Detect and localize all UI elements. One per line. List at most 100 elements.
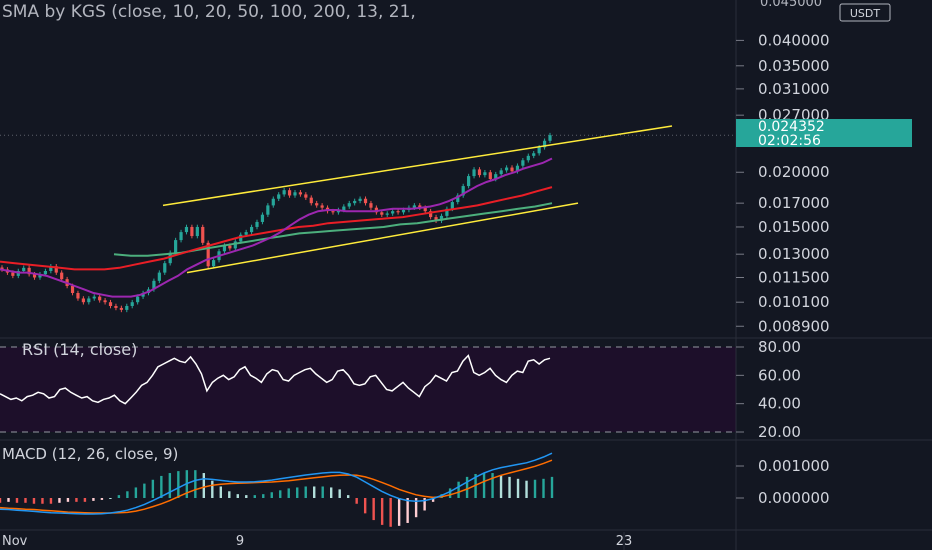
candle-body[interactable] bbox=[537, 147, 541, 154]
candle-body[interactable] bbox=[342, 206, 346, 210]
rsi-line[interactable] bbox=[0, 354, 551, 405]
signal-line[interactable] bbox=[0, 459, 553, 514]
candle-body[interactable] bbox=[510, 167, 514, 172]
candle-body[interactable] bbox=[163, 263, 167, 273]
candle-body[interactable] bbox=[353, 200, 357, 204]
candle-body[interactable] bbox=[477, 169, 482, 176]
candle-body[interactable] bbox=[190, 226, 194, 237]
candle-body[interactable] bbox=[38, 274, 42, 278]
candle-body[interactable] bbox=[255, 221, 259, 227]
candle-body[interactable] bbox=[499, 170, 503, 175]
candle-body[interactable] bbox=[315, 203, 319, 206]
candle-body[interactable] bbox=[412, 205, 416, 208]
candle-body[interactable] bbox=[70, 285, 75, 294]
candle-body[interactable] bbox=[125, 305, 129, 310]
candle-body[interactable] bbox=[0, 267, 4, 270]
candle-body[interactable] bbox=[494, 174, 498, 180]
candle-body[interactable] bbox=[54, 266, 58, 273]
candle-body[interactable] bbox=[532, 153, 536, 156]
candle-body[interactable] bbox=[27, 267, 31, 275]
candle-body[interactable] bbox=[298, 192, 303, 195]
candle-body[interactable] bbox=[358, 198, 362, 201]
candle-body[interactable] bbox=[439, 215, 444, 221]
macd-line[interactable] bbox=[0, 452, 553, 515]
rsi-pane[interactable] bbox=[0, 346, 736, 433]
candle-body[interactable] bbox=[22, 267, 26, 272]
candle-body[interactable] bbox=[222, 245, 227, 252]
candle-body[interactable] bbox=[287, 190, 292, 196]
candle-body[interactable] bbox=[542, 140, 547, 148]
candle-body[interactable] bbox=[92, 296, 96, 299]
candle-body[interactable] bbox=[293, 192, 297, 196]
candle-body[interactable] bbox=[277, 194, 281, 199]
candle-body[interactable] bbox=[249, 226, 254, 233]
candle-body[interactable] bbox=[130, 302, 134, 306]
macd-label[interactable]: MACD (12, 26, close, 9) bbox=[2, 445, 178, 463]
candle-body[interactable] bbox=[201, 226, 205, 243]
candle-body[interactable] bbox=[380, 212, 384, 215]
candle-body[interactable] bbox=[483, 172, 487, 176]
candle-body[interactable] bbox=[467, 176, 471, 187]
candle-body[interactable] bbox=[309, 197, 313, 204]
candle-body[interactable] bbox=[331, 211, 335, 213]
price-pane[interactable] bbox=[0, 125, 736, 313]
candle-body[interactable] bbox=[119, 307, 123, 310]
candle-body[interactable] bbox=[434, 217, 438, 221]
candle-body[interactable] bbox=[461, 186, 465, 196]
candle-body[interactable] bbox=[282, 190, 286, 195]
candle-body[interactable] bbox=[548, 135, 552, 141]
candle-body[interactable] bbox=[260, 214, 265, 222]
sma-mid-line[interactable] bbox=[0, 186, 553, 271]
candle-body[interactable] bbox=[239, 234, 243, 242]
candle-body[interactable] bbox=[108, 302, 113, 306]
candle-body[interactable] bbox=[179, 232, 183, 241]
candle-body[interactable] bbox=[206, 242, 210, 267]
candle-body[interactable] bbox=[320, 205, 324, 208]
candle-body[interactable] bbox=[391, 211, 395, 214]
candle-body[interactable] bbox=[304, 194, 308, 198]
candle-body[interactable] bbox=[369, 203, 373, 208]
candle-body[interactable] bbox=[423, 207, 427, 212]
channel-upper-line[interactable] bbox=[162, 125, 673, 207]
candle-body[interactable] bbox=[81, 298, 85, 303]
candle-body[interactable] bbox=[103, 300, 107, 303]
candle-body[interactable] bbox=[521, 160, 525, 166]
candle-body[interactable] bbox=[195, 226, 199, 237]
candle-body[interactable] bbox=[152, 280, 156, 290]
candle-body[interactable] bbox=[418, 205, 422, 208]
sma-fast-line[interactable] bbox=[0, 157, 553, 298]
candle-body[interactable] bbox=[98, 296, 102, 301]
candle-body[interactable] bbox=[87, 298, 91, 303]
rsi-label[interactable]: RSI (14, close) bbox=[22, 340, 137, 359]
candle-body[interactable] bbox=[347, 203, 351, 207]
candle-body[interactable] bbox=[174, 240, 178, 253]
candle-body[interactable] bbox=[114, 305, 118, 308]
candle-body[interactable] bbox=[76, 293, 80, 299]
candle-body[interactable] bbox=[515, 165, 520, 172]
candle-body[interactable] bbox=[472, 169, 476, 177]
candle-body[interactable] bbox=[363, 198, 368, 204]
candle-body[interactable] bbox=[266, 205, 270, 215]
candle-body[interactable] bbox=[184, 226, 189, 233]
candle-body[interactable] bbox=[11, 272, 15, 276]
candle-body[interactable] bbox=[401, 209, 406, 213]
candle-body[interactable] bbox=[271, 198, 275, 206]
candle-body[interactable] bbox=[450, 202, 454, 209]
candle-body[interactable] bbox=[212, 260, 216, 267]
candle-body[interactable] bbox=[385, 213, 389, 215]
candle-body[interactable] bbox=[244, 232, 248, 235]
candle-body[interactable] bbox=[60, 272, 64, 280]
candle-body[interactable] bbox=[49, 266, 53, 272]
candle-body[interactable] bbox=[504, 167, 509, 171]
candle-body[interactable] bbox=[168, 252, 172, 264]
indicator-label[interactable]: SMA by KGS (close, 10, 20, 50, 100, 200,… bbox=[2, 2, 416, 22]
candle-body[interactable] bbox=[445, 208, 449, 216]
candle-body[interactable] bbox=[43, 271, 48, 275]
candle-body[interactable] bbox=[456, 195, 460, 203]
candle-body[interactable] bbox=[228, 245, 232, 249]
candle-body[interactable] bbox=[233, 241, 237, 249]
channel-lower-line[interactable] bbox=[186, 202, 579, 274]
macd-pane[interactable] bbox=[0, 452, 554, 527]
candle-body[interactable] bbox=[141, 293, 145, 297]
